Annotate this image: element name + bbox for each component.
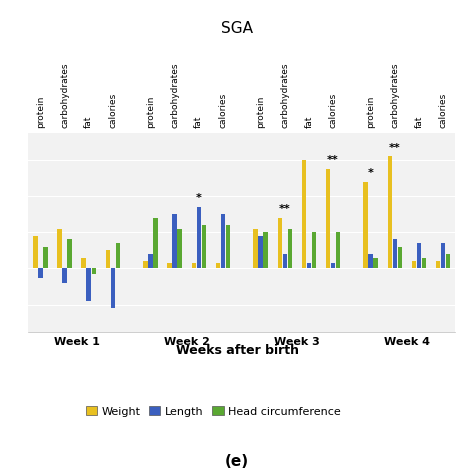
Bar: [264, 232, 268, 268]
Bar: [326, 169, 330, 268]
Bar: [173, 214, 177, 268]
Text: fat: fat: [304, 116, 313, 128]
Text: calories: calories: [328, 93, 337, 128]
Bar: [167, 263, 172, 268]
Bar: [374, 257, 378, 268]
Bar: [331, 263, 335, 268]
Bar: [148, 254, 153, 268]
Bar: [258, 236, 263, 268]
Bar: [368, 254, 373, 268]
Text: **: **: [279, 204, 291, 214]
Bar: [392, 239, 397, 268]
Bar: [388, 156, 392, 268]
Bar: [254, 228, 258, 268]
Bar: [446, 254, 450, 268]
Bar: [221, 214, 225, 268]
Bar: [116, 243, 120, 268]
Text: protein: protein: [146, 96, 155, 128]
Text: Weeks after birth: Weeks after birth: [175, 344, 299, 356]
Bar: [91, 268, 96, 274]
Bar: [63, 268, 67, 283]
Bar: [67, 239, 72, 268]
Bar: [422, 257, 426, 268]
Text: *: *: [196, 193, 202, 203]
Bar: [106, 250, 110, 268]
Text: protein: protein: [36, 96, 45, 128]
Text: (e): (e): [225, 454, 249, 469]
Bar: [398, 247, 402, 268]
Text: calories: calories: [108, 93, 117, 128]
Bar: [307, 263, 311, 268]
Text: SGA: SGA: [221, 21, 253, 36]
Text: carbohydrates: carbohydrates: [170, 63, 179, 128]
Bar: [86, 268, 91, 301]
Text: carbohydrates: carbohydrates: [60, 63, 69, 128]
Text: **: **: [327, 155, 339, 165]
Bar: [441, 243, 445, 268]
Bar: [177, 228, 182, 268]
Bar: [191, 263, 196, 268]
Text: *: *: [368, 168, 374, 178]
Text: protein: protein: [366, 96, 375, 128]
Bar: [226, 225, 230, 268]
Bar: [197, 207, 201, 268]
Bar: [311, 232, 316, 268]
Bar: [201, 225, 206, 268]
Bar: [364, 182, 368, 268]
Bar: [417, 243, 421, 268]
Bar: [110, 268, 115, 308]
Bar: [412, 261, 416, 268]
Bar: [436, 261, 440, 268]
Bar: [38, 268, 43, 277]
Text: calories: calories: [438, 93, 447, 128]
Text: carbohydrates: carbohydrates: [390, 63, 399, 128]
Bar: [283, 254, 287, 268]
Bar: [277, 218, 282, 268]
Bar: [301, 160, 306, 268]
Text: fat: fat: [194, 116, 203, 128]
Text: fat: fat: [84, 116, 93, 128]
Bar: [43, 247, 48, 268]
Text: fat: fat: [414, 116, 423, 128]
Text: protein: protein: [256, 96, 265, 128]
Legend: Weight, Length, Head circumference: Weight, Length, Head circumference: [82, 401, 345, 421]
Bar: [288, 228, 292, 268]
Bar: [216, 263, 220, 268]
Text: **: **: [389, 143, 401, 153]
Bar: [336, 232, 340, 268]
Text: carbohydrates: carbohydrates: [280, 63, 289, 128]
Bar: [143, 261, 148, 268]
Bar: [33, 236, 38, 268]
Bar: [57, 228, 62, 268]
Text: calories: calories: [219, 93, 228, 128]
Bar: [154, 218, 158, 268]
Bar: [82, 257, 86, 268]
